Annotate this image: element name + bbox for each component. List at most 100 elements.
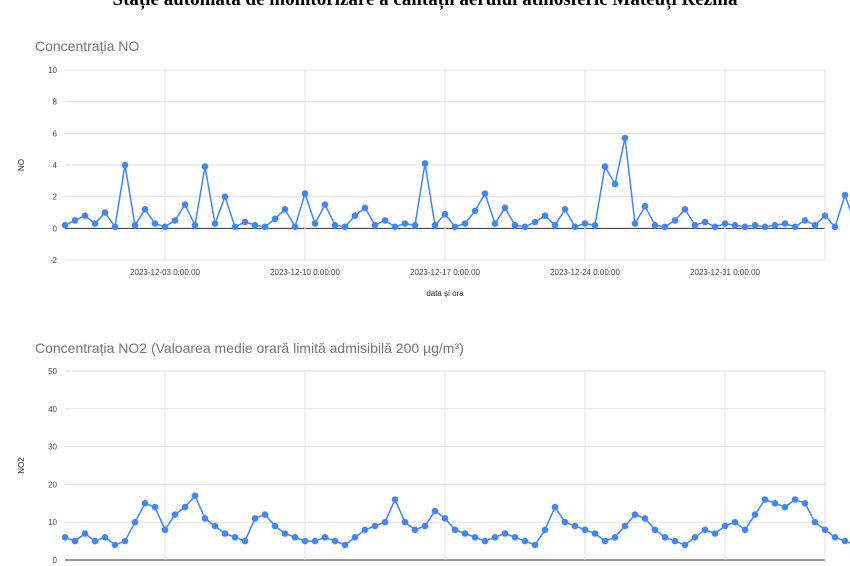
data-point bbox=[401, 518, 409, 526]
data-point bbox=[381, 217, 389, 224]
data-point bbox=[571, 522, 579, 530]
data-point bbox=[301, 537, 309, 545]
data-point bbox=[351, 534, 359, 541]
data-point bbox=[771, 500, 779, 507]
data-point bbox=[71, 217, 79, 224]
data-point bbox=[191, 221, 199, 229]
data-point bbox=[471, 207, 479, 215]
data-point bbox=[671, 537, 679, 545]
data-point bbox=[681, 541, 689, 549]
data-point bbox=[621, 522, 629, 530]
data-point bbox=[781, 220, 789, 227]
data-point bbox=[251, 515, 259, 522]
data-point bbox=[731, 221, 739, 229]
data-point bbox=[611, 180, 619, 188]
data-point bbox=[821, 212, 829, 219]
data-point bbox=[511, 534, 519, 541]
data-point bbox=[221, 530, 229, 537]
data-point bbox=[461, 220, 469, 227]
data-point bbox=[741, 223, 749, 231]
data-point bbox=[561, 518, 569, 526]
x-axis-label: data și ora bbox=[426, 289, 464, 298]
data-point bbox=[221, 193, 229, 200]
data-point bbox=[321, 534, 329, 541]
data-point bbox=[471, 534, 479, 541]
y-tick-label: 2 bbox=[53, 193, 58, 202]
data-point bbox=[441, 515, 449, 522]
series-line bbox=[64, 137, 850, 228]
data-point bbox=[81, 212, 89, 219]
data-point bbox=[361, 204, 369, 212]
data-point bbox=[561, 206, 569, 213]
data-point bbox=[831, 223, 839, 231]
data-point bbox=[841, 537, 849, 545]
data-point bbox=[351, 212, 359, 219]
data-point bbox=[131, 221, 139, 229]
data-point bbox=[811, 221, 819, 229]
data-point bbox=[211, 220, 219, 227]
data-point bbox=[801, 500, 809, 507]
data-point bbox=[611, 534, 619, 541]
data-point bbox=[701, 218, 709, 226]
data-point bbox=[391, 496, 399, 503]
data-point bbox=[61, 534, 69, 541]
data-point bbox=[111, 223, 119, 231]
y-axis-label: NO bbox=[17, 159, 26, 171]
data-point bbox=[551, 503, 559, 511]
data-point bbox=[601, 537, 609, 545]
data-point bbox=[361, 526, 369, 534]
data-point bbox=[651, 526, 659, 534]
data-point bbox=[391, 223, 399, 231]
data-point bbox=[281, 206, 289, 213]
no2-chart-title: Concentrația NO2 (Valoarea medie orară l… bbox=[35, 340, 464, 356]
data-point bbox=[501, 204, 509, 212]
data-point bbox=[121, 537, 129, 545]
data-point bbox=[451, 526, 459, 534]
data-point bbox=[181, 503, 189, 511]
data-point bbox=[691, 221, 699, 229]
data-point bbox=[641, 515, 649, 522]
data-point bbox=[71, 537, 79, 545]
data-point bbox=[411, 221, 419, 229]
data-point bbox=[241, 537, 249, 545]
data-point bbox=[631, 220, 639, 227]
data-point bbox=[541, 526, 549, 534]
data-point bbox=[101, 209, 109, 216]
data-point bbox=[841, 191, 849, 199]
data-point bbox=[281, 530, 289, 537]
y-tick-label: 8 bbox=[53, 98, 58, 107]
page-title: Stație automată de monitorizare a calită… bbox=[0, 0, 850, 11]
data-point bbox=[421, 160, 429, 167]
data-point bbox=[711, 223, 719, 231]
data-point bbox=[101, 534, 109, 541]
data-point bbox=[601, 163, 609, 170]
data-point bbox=[91, 220, 99, 227]
data-point bbox=[721, 220, 729, 227]
data-point bbox=[521, 537, 529, 545]
data-point bbox=[141, 206, 149, 213]
data-point bbox=[581, 526, 589, 534]
data-point bbox=[381, 518, 389, 526]
data-point bbox=[491, 534, 499, 541]
data-point bbox=[511, 221, 519, 229]
no-chart-title: Concentrația NO bbox=[35, 38, 140, 54]
data-point bbox=[331, 221, 339, 229]
data-point bbox=[751, 221, 759, 229]
y-tick-label: 20 bbox=[48, 480, 57, 489]
data-point bbox=[581, 220, 589, 227]
data-point bbox=[271, 215, 279, 223]
data-point bbox=[791, 496, 799, 503]
data-point bbox=[311, 220, 319, 227]
data-point bbox=[691, 534, 699, 541]
data-point bbox=[121, 161, 129, 169]
data-point bbox=[231, 223, 239, 231]
data-point bbox=[631, 511, 639, 518]
data-point bbox=[231, 534, 239, 541]
y-tick-label: 0 bbox=[53, 224, 58, 233]
y-axis-label: NO2 bbox=[17, 457, 26, 474]
y-tick-label: 4 bbox=[53, 161, 58, 170]
data-point bbox=[591, 530, 599, 537]
series-line bbox=[64, 494, 850, 546]
data-point bbox=[261, 511, 269, 518]
data-point bbox=[401, 220, 409, 227]
